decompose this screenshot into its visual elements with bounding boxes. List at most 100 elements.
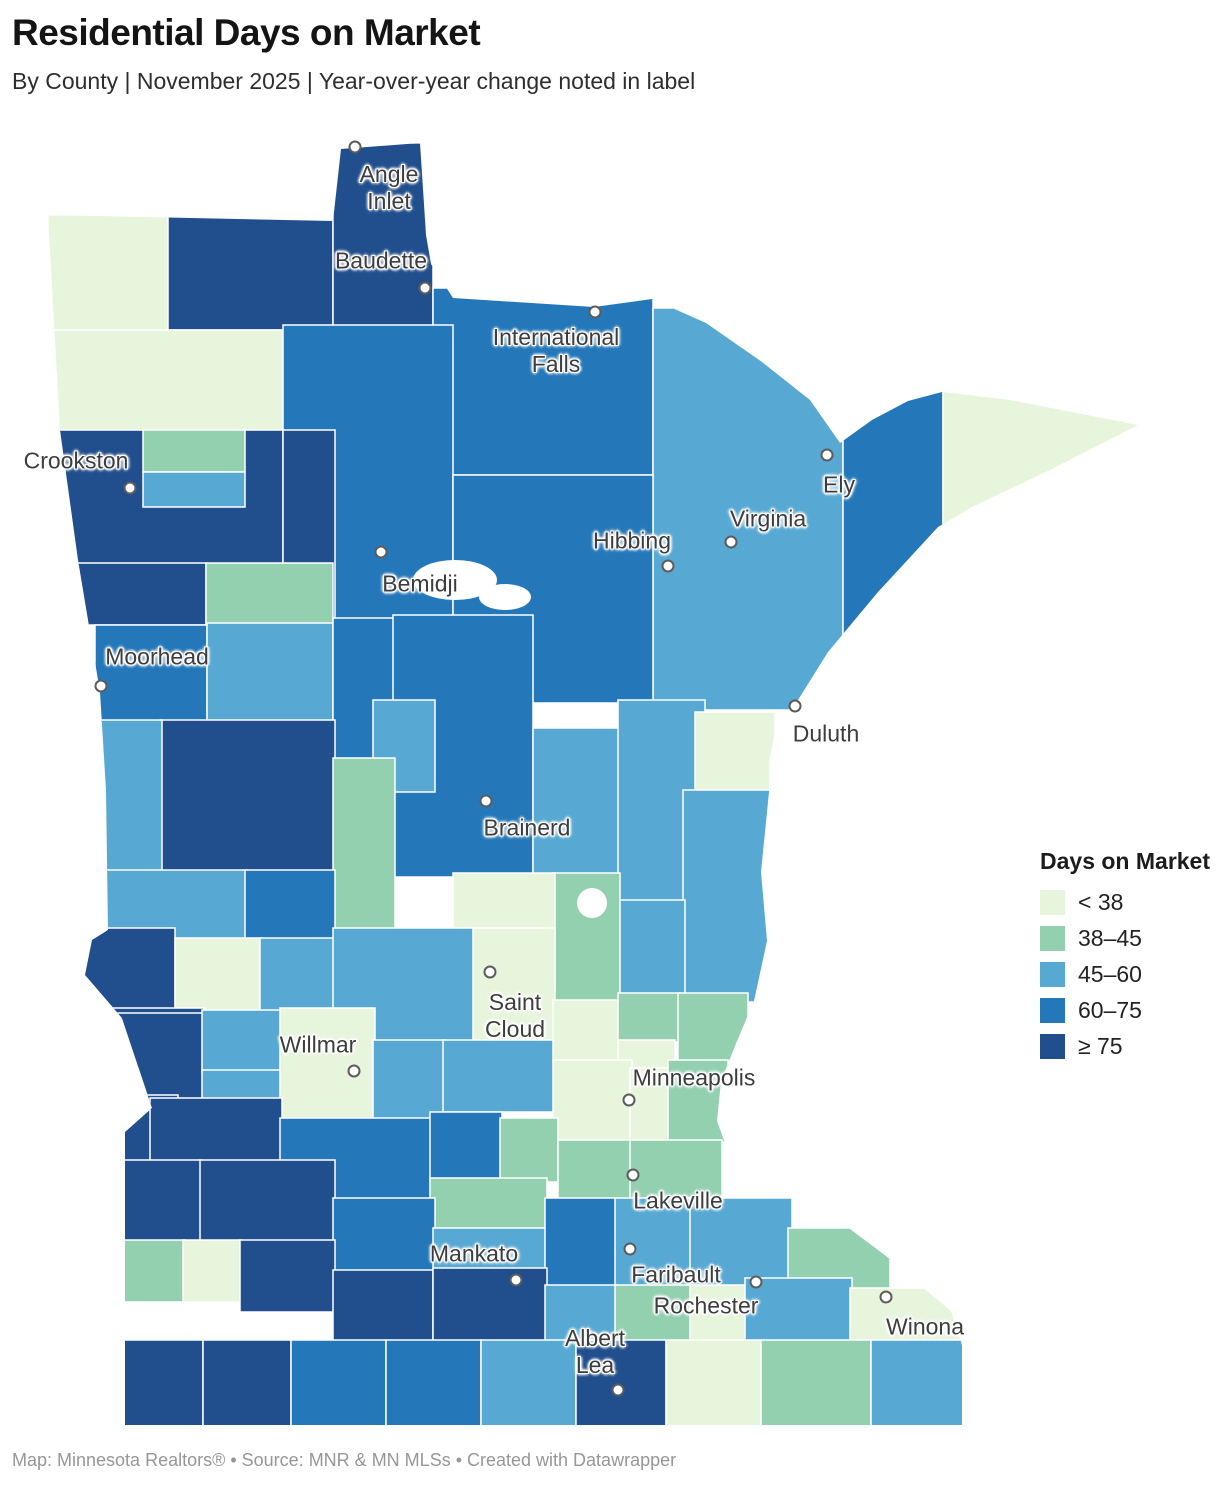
county-shape[interactable]: [532, 727, 621, 877]
county-shape[interactable]: [117, 1012, 204, 1104]
county-shape[interactable]: [652, 307, 844, 711]
city-marker: [611, 1383, 625, 1397]
city-marker: [94, 679, 108, 693]
county-shape[interactable]: [57, 562, 207, 626]
lake-layer: [413, 560, 607, 918]
county-shape[interactable]: [201, 1009, 283, 1073]
legend-swatch: [1040, 998, 1065, 1023]
county-shape[interactable]: [79, 927, 176, 1016]
county-shape[interactable]: [206, 622, 334, 723]
county-shape[interactable]: [432, 1267, 548, 1349]
city-marker: [661, 559, 675, 573]
county-shape[interactable]: [694, 711, 776, 793]
legend-item: 38–45: [1040, 925, 1220, 952]
legend-label: < 38: [1078, 889, 1124, 915]
county-shape[interactable]: [121, 1339, 204, 1426]
city-marker: [509, 1273, 523, 1287]
county-shape[interactable]: [442, 1039, 556, 1113]
county-shape[interactable]: [332, 1197, 436, 1273]
legend-swatch: [1040, 890, 1065, 915]
county-shape[interactable]: [121, 1239, 186, 1303]
county-shape[interactable]: [432, 287, 654, 476]
footer-attribution: Map: Minnesota Realtors® • Source: MNR &…: [12, 1450, 677, 1470]
county-shape[interactable]: [677, 992, 749, 1063]
county-shape[interactable]: [159, 719, 336, 873]
city-marker: [483, 965, 497, 979]
county-shape[interactable]: [174, 937, 263, 1013]
city-marker: [479, 794, 493, 808]
county-shape[interactable]: [614, 1284, 693, 1346]
city-marker: [820, 448, 834, 462]
city-marker: [588, 305, 602, 319]
county-shape[interactable]: [870, 1339, 966, 1426]
county-shape[interactable]: [97, 719, 163, 873]
legend-label: 38–45: [1078, 925, 1142, 951]
county-shape[interactable]: [614, 1197, 693, 1288]
county-shape[interactable]: [332, 143, 434, 334]
county-shape[interactable]: [760, 1339, 872, 1426]
county-shape[interactable]: [617, 992, 681, 1043]
county-shape[interactable]: [332, 1269, 434, 1345]
county-shape[interactable]: [332, 617, 404, 761]
page-title: Residential Days on Market: [12, 12, 481, 53]
county-shape[interactable]: [167, 214, 334, 331]
county-shape[interactable]: [244, 869, 336, 943]
county-shape[interactable]: [682, 789, 771, 1003]
county-shape[interactable]: [744, 1277, 853, 1347]
county-shape[interactable]: [842, 387, 944, 661]
county-shape[interactable]: [552, 1059, 633, 1143]
county-shape[interactable]: [332, 757, 396, 933]
county-shape[interactable]: [942, 382, 1143, 534]
county-shape[interactable]: [182, 1239, 243, 1303]
county-shape[interactable]: [575, 1339, 667, 1426]
county-shape[interactable]: [142, 429, 246, 473]
county-shape[interactable]: [544, 1197, 618, 1288]
county-shape[interactable]: [689, 1197, 793, 1288]
county-layer: [48, 143, 1143, 1426]
county-shape[interactable]: [259, 937, 336, 1013]
legend-label: 45–60: [1078, 961, 1142, 987]
county-shape[interactable]: [617, 899, 686, 1003]
county-shape[interactable]: [290, 1339, 387, 1426]
county-shape[interactable]: [472, 927, 556, 1043]
county-shape[interactable]: [557, 1139, 633, 1203]
city-marker: [348, 140, 362, 154]
city-marker: [622, 1093, 636, 1107]
page-subtitle: By County | November 2025 | Year-over-ye…: [12, 68, 696, 94]
county-shape[interactable]: [202, 1339, 292, 1426]
county-shape[interactable]: [429, 1177, 548, 1233]
county-shape[interactable]: [629, 1067, 671, 1143]
county-shape[interactable]: [121, 1159, 203, 1243]
county-shape[interactable]: [205, 562, 334, 626]
legend: Days on Market < 38 38–45 45–60 60–75 ≥ 75: [1040, 848, 1220, 1069]
county-shape[interactable]: [544, 1284, 618, 1346]
legend-item: < 38: [1040, 889, 1220, 916]
city-marker: [724, 535, 738, 549]
county-shape[interactable]: [372, 1039, 446, 1123]
county-shape[interactable]: [480, 1339, 577, 1426]
header: Residential Days on Market By County | N…: [12, 12, 1208, 95]
county-shape[interactable]: [149, 1097, 283, 1163]
county-shape[interactable]: [48, 329, 284, 433]
county-shape[interactable]: [48, 214, 169, 334]
county-shape[interactable]: [665, 1339, 762, 1426]
county-shape[interactable]: [199, 1159, 336, 1243]
county-shape[interactable]: [429, 1111, 503, 1183]
county-shape[interactable]: [142, 471, 246, 508]
legend-items: < 38 38–45 45–60 60–75 ≥ 75: [1040, 889, 1220, 1060]
legend-item: ≥ 75: [1040, 1033, 1220, 1060]
county-shape[interactable]: [667, 1059, 729, 1143]
county-shape[interactable]: [385, 1339, 482, 1426]
county-shape[interactable]: [499, 1117, 559, 1183]
county-shape[interactable]: [279, 1007, 376, 1133]
county-shape[interactable]: [849, 1287, 969, 1349]
county-shape[interactable]: [94, 624, 208, 723]
city-marker: [879, 1290, 893, 1304]
legend-swatch: [1040, 1034, 1065, 1059]
county-shape[interactable]: [239, 1239, 336, 1313]
legend-title: Days on Market: [1040, 848, 1211, 874]
county-shape[interactable]: [552, 999, 621, 1063]
county-shape[interactable]: [689, 1284, 748, 1346]
legend-item: 60–75: [1040, 997, 1220, 1024]
